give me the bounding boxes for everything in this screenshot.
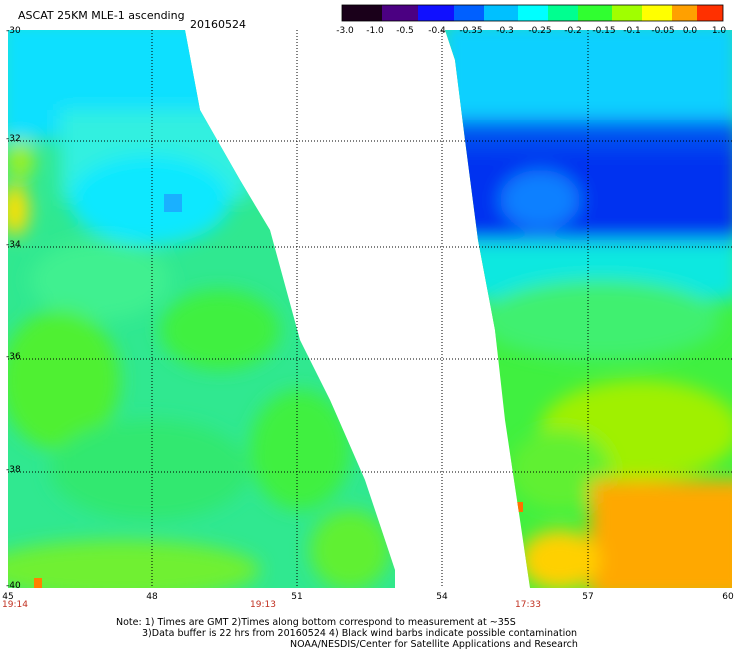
- map-date: 20160524: [190, 18, 246, 31]
- time-label: 17:33: [515, 600, 541, 610]
- grid: [8, 30, 732, 588]
- latitude-label: -38: [6, 465, 21, 475]
- latitude-label: -32: [6, 134, 21, 144]
- longitude-label: 54: [436, 592, 448, 602]
- latitude-label: -30: [6, 26, 21, 36]
- colorbar-label: -0.05: [651, 26, 675, 36]
- time-label: 19:13: [250, 600, 276, 610]
- colorbar-label: 0.0: [682, 26, 698, 36]
- colorbar-label: -3.0: [336, 26, 354, 36]
- colorbar-label: -0.1: [623, 26, 641, 36]
- colorbar-label: -0.15: [592, 26, 616, 36]
- colorbar-label: -0.3: [496, 26, 514, 36]
- map-title: ASCAT 25KM MLE-1 ascending: [18, 9, 185, 22]
- colorbar-label: -0.4: [428, 26, 446, 36]
- left-swath: [8, 30, 395, 588]
- longitude-label: 48: [146, 592, 158, 602]
- latitude-label: -36: [6, 352, 21, 362]
- time-label: 19:14: [2, 600, 28, 610]
- right-swath: [445, 30, 732, 588]
- note-line-1: Note: 1) Times are GMT 2)Times along bot…: [116, 617, 516, 628]
- latitude-label: -34: [6, 240, 21, 250]
- colorbar-label: -0.5: [396, 26, 414, 36]
- note-line-2: 3)Data buffer is 22 hrs from 20160524 4)…: [142, 628, 578, 639]
- longitude-label: 57: [582, 592, 594, 602]
- colorbar-label: -0.25: [528, 26, 552, 36]
- colorbar-label: -1.0: [366, 26, 384, 36]
- latitude-label: -40: [6, 581, 21, 591]
- colorbar-label: -0.2: [564, 26, 582, 36]
- longitude-label: 60: [722, 592, 734, 602]
- longitude-label: 45: [2, 592, 14, 602]
- credit-line: NOAA/NESDIS/Center for Satellite Applica…: [290, 639, 578, 650]
- colorbar: [341, 4, 724, 22]
- colorbar-label: 1.0: [711, 26, 727, 36]
- colorbar-label: -0.35: [459, 26, 483, 36]
- longitude-label: 51: [291, 592, 303, 602]
